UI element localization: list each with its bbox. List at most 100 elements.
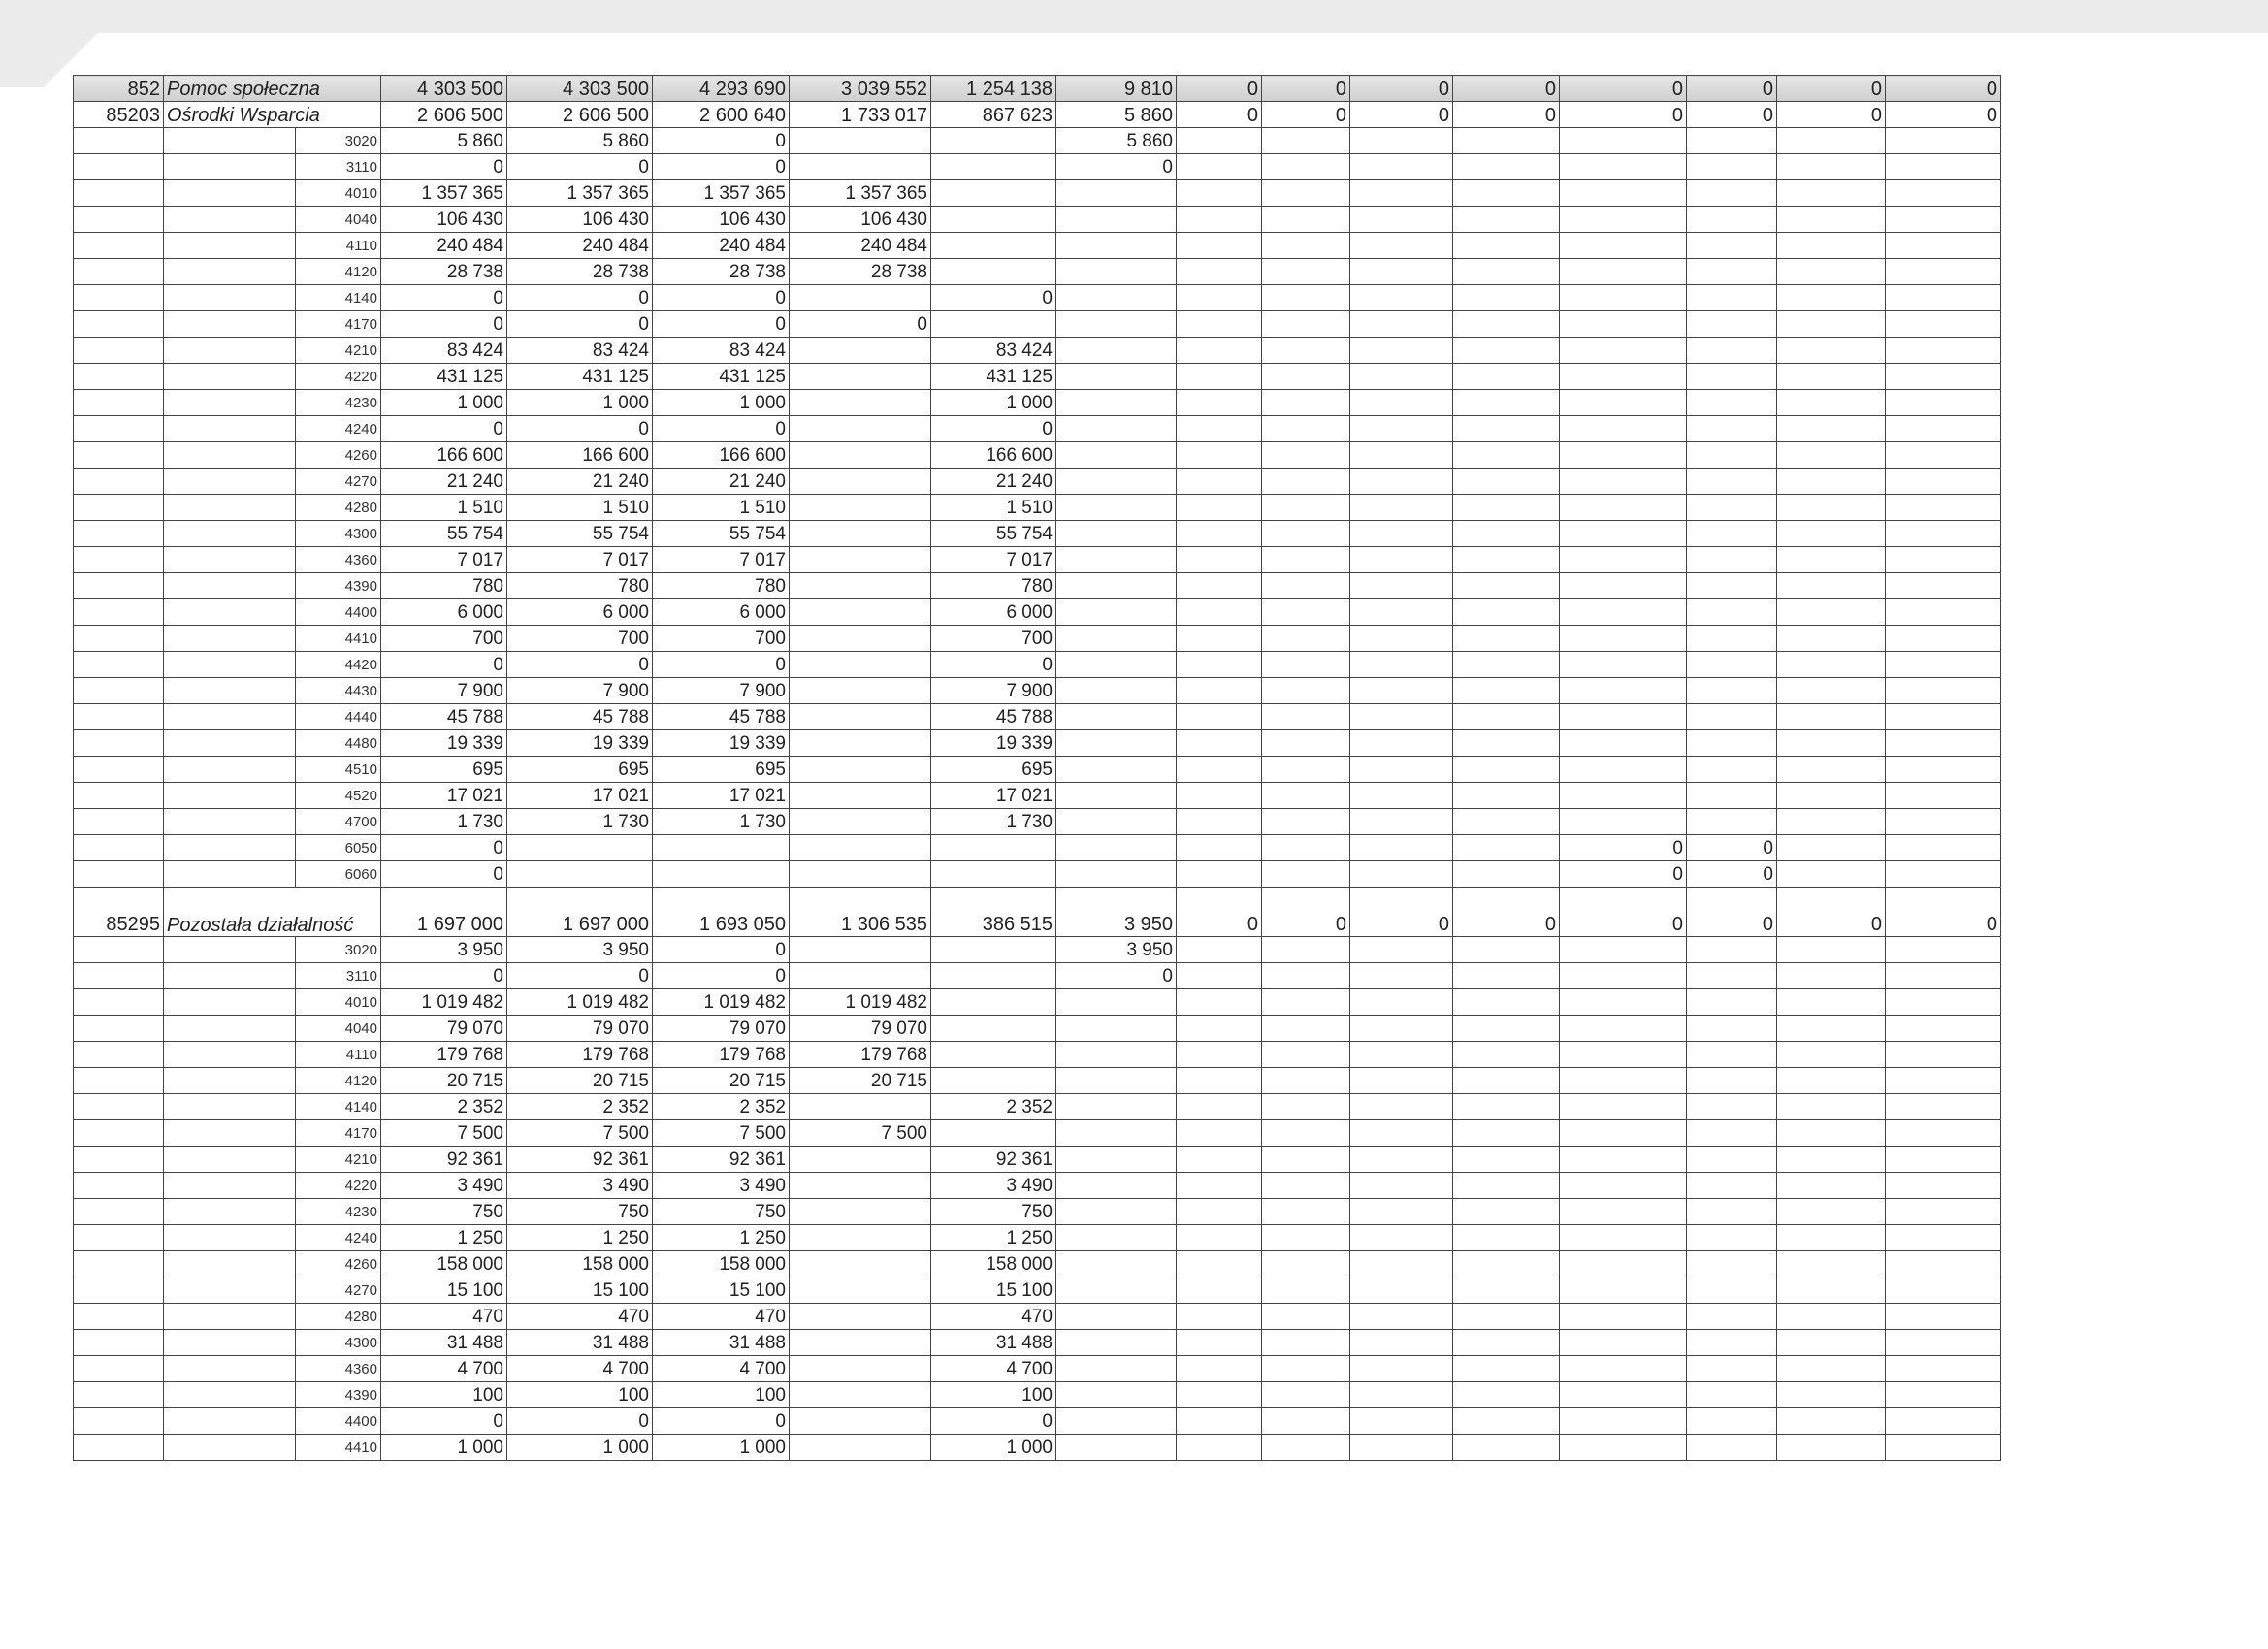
empty-cell (163, 860, 296, 888)
amount: 3 490 (506, 1172, 653, 1199)
amount (1776, 756, 1886, 783)
amount (1452, 494, 1560, 521)
amount (1776, 834, 1886, 861)
amount (1261, 363, 1350, 390)
amount: 780 (930, 572, 1056, 599)
amount: 2 606 500 (380, 101, 507, 128)
amount (1559, 468, 1687, 495)
amount: 0 (1261, 887, 1350, 937)
amount: 1 357 365 (652, 179, 790, 207)
detail-row: 4430 7 900 7 900 7 900 7 900 (73, 677, 2001, 704)
empty-cell (163, 625, 296, 652)
amount: 431 125 (652, 363, 790, 390)
amount (1452, 572, 1560, 599)
amount (1776, 363, 1886, 390)
amount (1776, 625, 1886, 652)
amount: 1 730 (930, 808, 1056, 835)
amount (789, 756, 931, 783)
amount (1776, 1381, 1886, 1408)
amount: 28 738 (506, 258, 653, 285)
amount (1885, 206, 2001, 233)
amount (789, 1224, 931, 1251)
amount (1349, 284, 1453, 311)
amount (1686, 1250, 1777, 1277)
amount (789, 808, 931, 835)
amount: 5 860 (1055, 101, 1177, 128)
amount: 431 125 (930, 363, 1056, 390)
amount (1176, 389, 1262, 416)
paragraph-code: 4230 (295, 1198, 381, 1225)
amount (1686, 153, 1777, 180)
detail-row: 4280 470 470 470 470 (73, 1303, 2001, 1330)
amount (1055, 1355, 1177, 1382)
empty-cell (73, 310, 164, 338)
amount: 0 (652, 127, 790, 154)
amount (1176, 1407, 1262, 1435)
amount: 700 (506, 625, 653, 652)
amount (1055, 179, 1177, 207)
amount (1176, 988, 1262, 1016)
empty-cell (73, 1119, 164, 1147)
empty-cell (73, 1277, 164, 1304)
empty-cell (73, 1407, 164, 1435)
amount: 166 600 (652, 441, 790, 469)
amount (930, 310, 1056, 338)
detail-row: 4520 17 021 17 021 17 021 17 021 (73, 782, 2001, 809)
amount: 0 (1261, 101, 1350, 128)
amount: 1 510 (506, 494, 653, 521)
amount (1686, 389, 1777, 416)
empty-cell (163, 1198, 296, 1225)
amount (1776, 1119, 1886, 1147)
amount (1452, 729, 1560, 757)
amount (1686, 468, 1777, 495)
amount (1885, 363, 2001, 390)
amount (1452, 310, 1560, 338)
amount (1452, 703, 1560, 730)
paragraph-code: 4480 (295, 729, 381, 757)
amount (789, 936, 931, 963)
amount (1349, 1015, 1453, 1042)
amount: 15 100 (930, 1277, 1056, 1304)
empty-cell (73, 389, 164, 416)
amount (1349, 1172, 1453, 1199)
empty-cell (73, 1303, 164, 1330)
amount (1261, 1224, 1350, 1251)
amount (1176, 936, 1262, 963)
amount (1176, 310, 1262, 338)
amount (789, 1093, 931, 1120)
amount (1055, 756, 1177, 783)
paragraph-code: 4420 (295, 651, 381, 678)
amount (1776, 494, 1886, 521)
amount (789, 1434, 931, 1461)
amount (1176, 729, 1262, 757)
amount (1885, 258, 2001, 285)
amount (1055, 520, 1177, 547)
paragraph-code: 4360 (295, 546, 381, 573)
amount (1559, 1277, 1687, 1304)
amount (1885, 1172, 2001, 1199)
amount (1686, 127, 1777, 154)
amount (1776, 232, 1886, 259)
empty-cell (73, 1067, 164, 1094)
amount (1686, 179, 1777, 207)
amount (1885, 179, 2001, 207)
amount: 1 000 (652, 1434, 790, 1461)
amount: 0 (1686, 860, 1777, 888)
empty-cell (163, 1224, 296, 1251)
amount (1261, 1015, 1350, 1042)
amount: 700 (930, 625, 1056, 652)
amount: 1 697 000 (380, 887, 507, 937)
detail-row: 4360 4 700 4 700 4 700 4 700 (73, 1355, 2001, 1382)
amount (1559, 703, 1687, 730)
amount: 3 490 (652, 1172, 790, 1199)
amount: 750 (930, 1198, 1056, 1225)
detail-row: 4410 700 700 700 700 (73, 625, 2001, 652)
amount (1176, 127, 1262, 154)
empty-cell (73, 834, 164, 861)
section-row: 85295 Pozostała działalność 1 697 000 1 697… (73, 887, 2001, 937)
amount: 7 017 (506, 546, 653, 573)
amount (1055, 1172, 1177, 1199)
amount: 3 950 (380, 936, 507, 963)
amount (1559, 1119, 1687, 1147)
amount (1452, 363, 1560, 390)
